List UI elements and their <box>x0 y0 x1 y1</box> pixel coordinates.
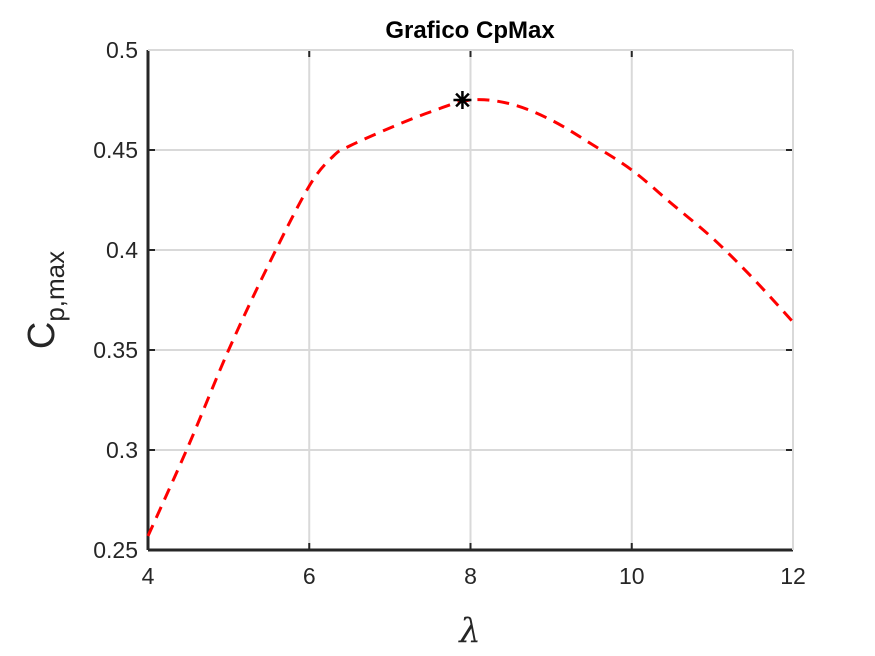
y-tick-label: 0.5 <box>106 37 138 63</box>
axes <box>146 49 794 552</box>
max-marker <box>453 91 472 109</box>
y-axis-label-main: C <box>21 322 63 349</box>
y-tick-label: 0.4 <box>106 237 138 263</box>
x-tick-label: 8 <box>464 563 477 589</box>
y-tick-label: 0.35 <box>93 337 138 363</box>
y-axis-label-subscript: p,max <box>40 251 70 322</box>
x-tick-label: 10 <box>619 563 645 589</box>
x-axis-label: λ <box>457 611 481 651</box>
cpmax-series-line <box>146 98 795 537</box>
y-tick-labels: 0.25 0.3 0.35 0.4 0.45 0.5 <box>93 37 138 563</box>
marker-stroke <box>455 92 470 108</box>
y-axis-label: Cp,max <box>21 251 70 349</box>
x-tick-label: 4 <box>142 563 155 589</box>
x-tick-labels: 4 6 8 10 12 <box>142 563 806 589</box>
y-tick-label: 0.25 <box>93 537 138 563</box>
x-tick-label: 12 <box>780 563 806 589</box>
y-tick-label: 0.45 <box>93 137 138 163</box>
x-tick-label: 6 <box>303 563 316 589</box>
chart-title: Grafico CpMax <box>385 17 555 44</box>
y-tick-label: 0.3 <box>106 437 138 463</box>
